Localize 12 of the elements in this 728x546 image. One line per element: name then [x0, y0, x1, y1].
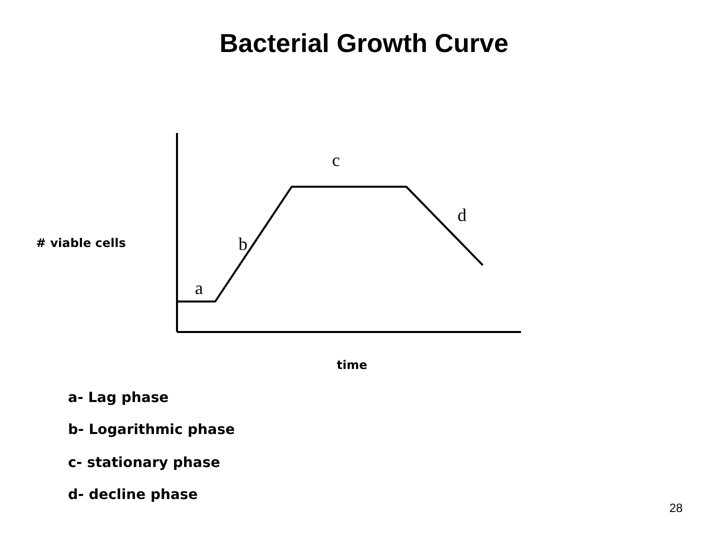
annotation: d — [456, 205, 468, 226]
x-axis-title: time — [336, 358, 368, 372]
annotation: a — [194, 278, 204, 299]
text: c — [331, 150, 341, 171]
text: 28 — [668, 501, 684, 515]
y-axis-title: # viable cells — [36, 236, 126, 250]
text: b- Logarithmic phase — [68, 422, 235, 438]
chart-title: Bacterial Growth Curve — [218, 28, 510, 59]
text: d- decline phase — [68, 487, 198, 503]
annotation: b — [238, 234, 248, 255]
text: c- stationary phase — [68, 455, 220, 471]
text: a- Lag phase — [68, 390, 169, 406]
